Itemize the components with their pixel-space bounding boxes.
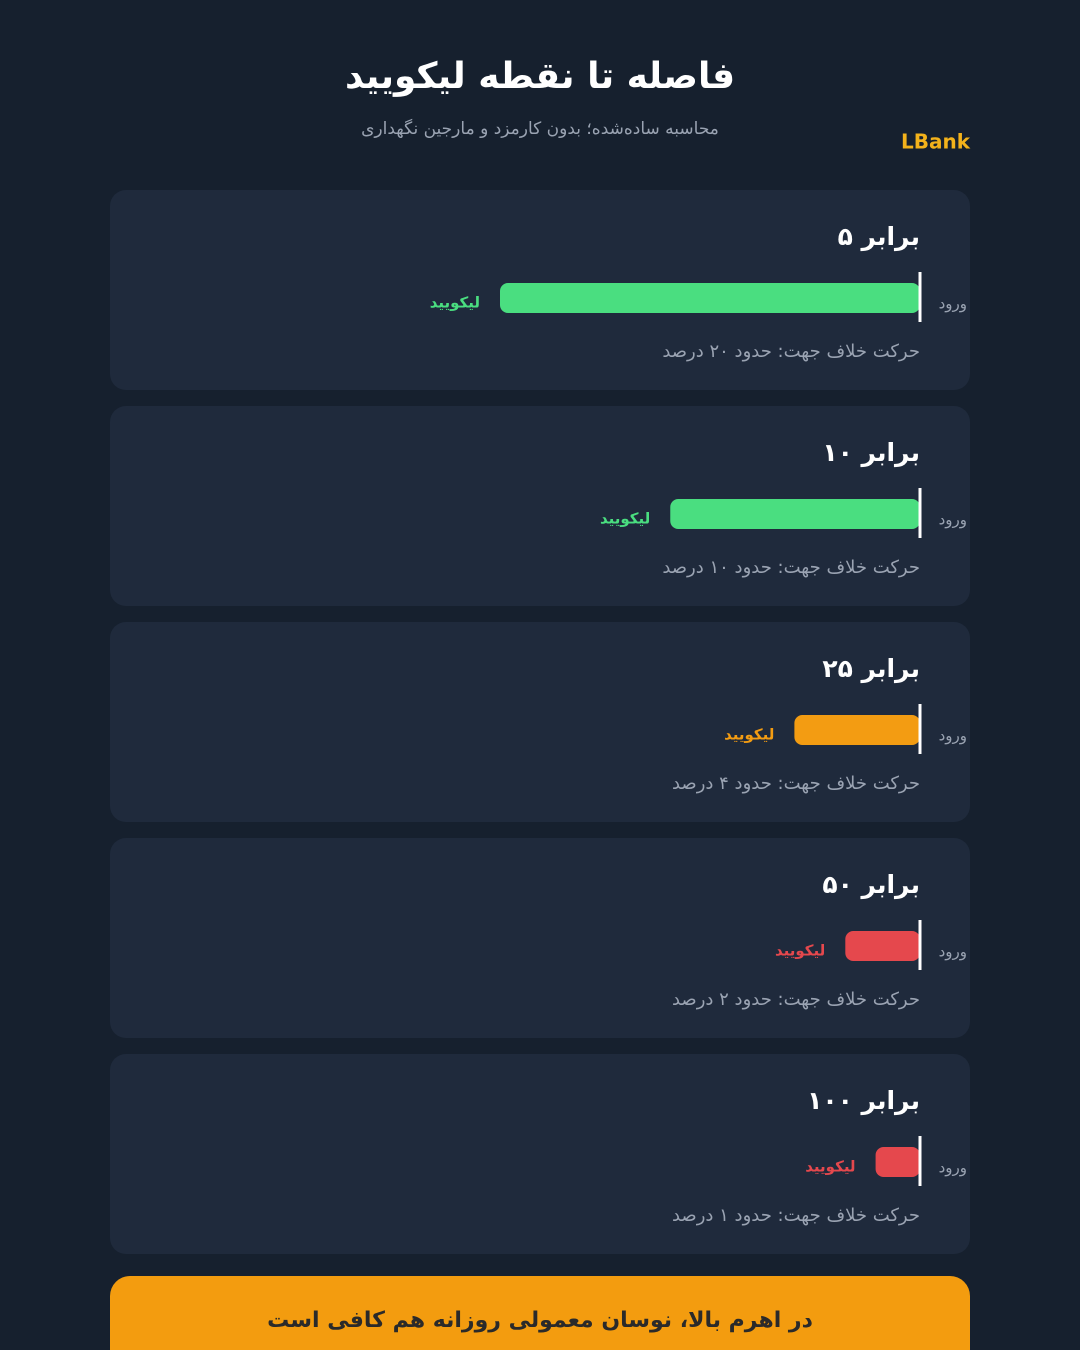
value-label: حرکت خلاف جهت: حدود ۱۰ درصد — [662, 557, 920, 578]
bar — [794, 715, 920, 745]
liquidation-label: لیکویید — [430, 294, 480, 312]
entry-label: ورود — [939, 943, 967, 961]
liquidation-label: لیکویید — [600, 510, 650, 528]
card — [110, 838, 970, 1038]
category-label: برابر ۱۰۰ — [807, 1086, 920, 1116]
card — [110, 622, 970, 822]
entry-label: ورود — [939, 727, 967, 745]
liquidation-label: لیکویید — [775, 942, 825, 960]
bar — [875, 1147, 920, 1177]
value-label: حرکت خلاف جهت: حدود ۲ درصد — [672, 989, 920, 1010]
value-label: حرکت خلاف جهت: حدود ۲۰ درصد — [662, 341, 920, 362]
bar — [670, 499, 920, 529]
entry-label: ورود — [939, 295, 967, 313]
value-label: حرکت خلاف جهت: حدود ۴ درصد — [672, 773, 920, 794]
category-label: برابر ۱۰ — [822, 438, 920, 468]
brand: LBank — [901, 130, 971, 154]
chart-title: فاصله تا نقطه لیکویید — [345, 56, 735, 97]
category-label: برابر ۵۰ — [822, 870, 920, 900]
bar — [845, 931, 920, 961]
card — [110, 1054, 970, 1254]
liquidation-label: لیکویید — [724, 726, 774, 744]
category-label: برابر ۲۵ — [822, 654, 920, 684]
bar — [500, 283, 920, 313]
liquidation-label: لیکویید — [805, 1158, 855, 1176]
chart-subtitle: محاسبه ساده‌شده؛ بدون کارمزد و مارجین نگ… — [361, 118, 719, 139]
card — [110, 406, 970, 606]
value-label: حرکت خلاف جهت: حدود ۱ درصد — [672, 1205, 920, 1226]
footer-note: در اهرم بالا، نوسان معمولی روزانه هم کاف… — [267, 1308, 813, 1333]
category-label: برابر ۵ — [838, 222, 920, 252]
entry-label: ورود — [939, 1159, 967, 1177]
footer-banner — [110, 1276, 970, 1350]
entry-label: ورود — [939, 511, 967, 529]
